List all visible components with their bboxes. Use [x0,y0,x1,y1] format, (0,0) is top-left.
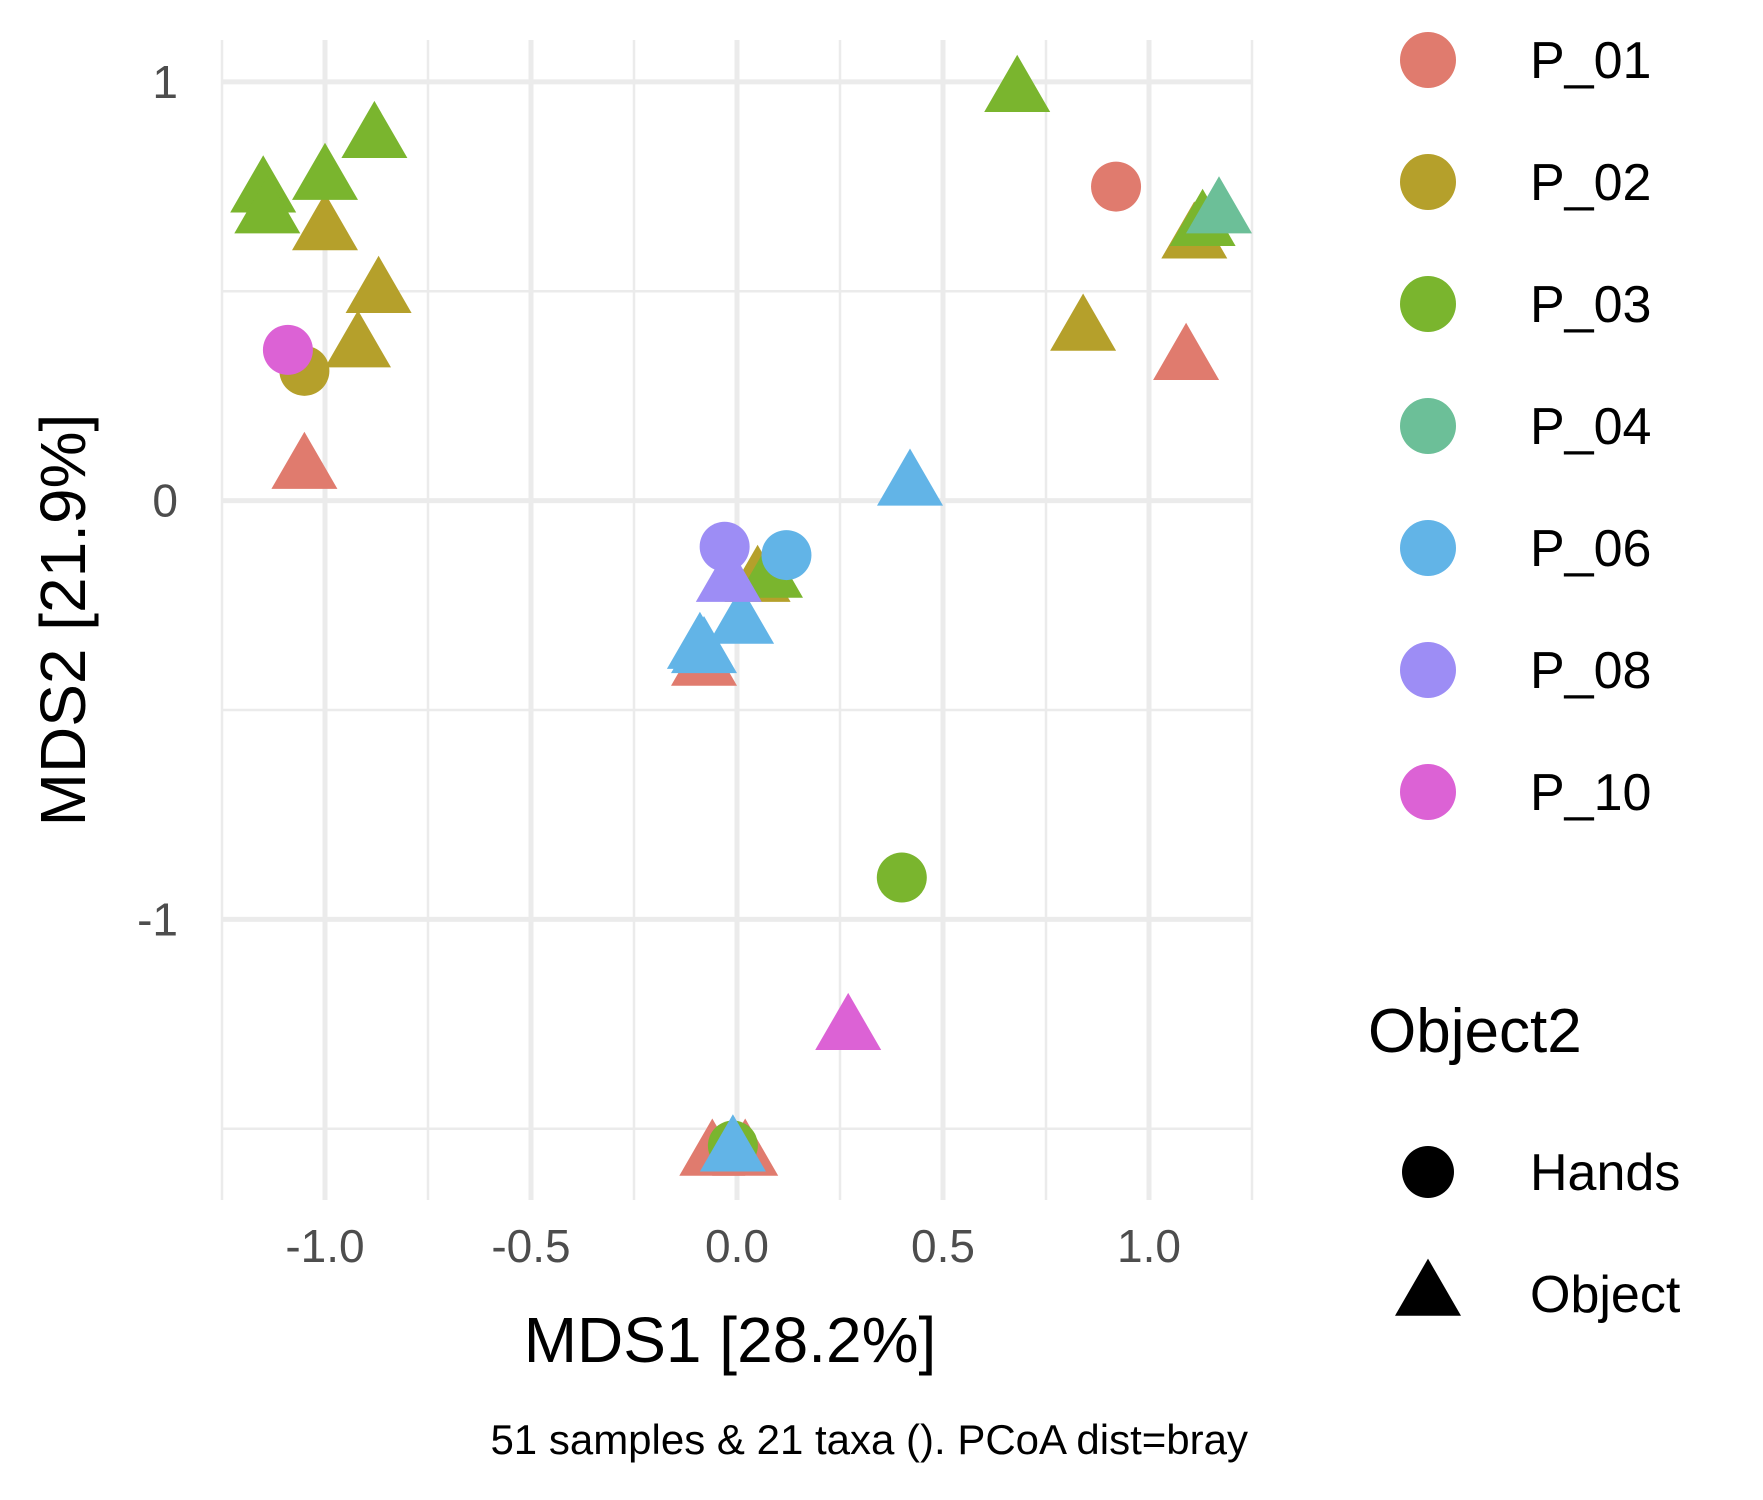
x-tick-label: 0.5 [911,1220,975,1272]
legend-label-p08: P_08 [1530,642,1651,700]
legend-key-p08 [1400,642,1456,698]
grid [220,40,1254,1200]
legend-label-hands: Hands [1530,1144,1680,1202]
data-point-p01-hands [1091,161,1142,212]
data-point-p03-object [341,100,408,158]
y-axis-ticks: 1 0 -1 [137,56,178,946]
legend-key-p06 [1400,520,1456,576]
data-point-p02-object [292,193,358,251]
legend-label-p06: P_06 [1530,520,1651,578]
data-point-p06-object [877,448,943,506]
data-point-p04-object [1186,176,1252,234]
y-tick-label: 0 [152,475,178,527]
legend-label-p01: P_01 [1530,32,1651,90]
legend-key-hands-circle [1402,1146,1454,1198]
data-point-p10-object [815,992,882,1050]
data-point-p03-object [234,176,301,234]
legend-key-p01 [1400,32,1456,88]
color-legend: P_01 P_02 P_03 P_04 P_06 P_08 P_10 [1400,32,1651,822]
data-point-p06-hands [761,530,812,581]
legend-key-p04 [1400,398,1456,454]
x-tick-label: 0.0 [705,1220,769,1272]
legend-label-p10: P_10 [1530,764,1651,822]
legend-label-p02: P_02 [1530,154,1651,212]
data-point-p03-object [984,54,1051,112]
data-point-p02-object [325,310,391,368]
data-point-p02-object [345,255,412,313]
legend-label-p03: P_03 [1530,276,1651,334]
data-point-p02-object [1050,293,1117,351]
legend-key-object-triangle [1395,1258,1461,1316]
shape-legend: Hands Object [1395,1144,1681,1324]
x-tick-label: -0.5 [491,1220,570,1272]
data-point-p08-object [695,544,762,602]
x-axis-ticks: -1.0 -0.5 0.0 0.5 1.0 [285,1220,1181,1272]
y-axis-title: MDS2 [21.9%] [27,414,99,827]
data-point-p06-object [699,1114,766,1172]
data-point-p01-object [1153,322,1220,380]
x-tick-label: 1.0 [1117,1220,1181,1272]
data-point-p10-hands [262,324,313,375]
data-point-p03-object [292,142,358,200]
legend-key-p10 [1400,764,1456,820]
legend-label-p04: P_04 [1530,398,1651,456]
data-point-p03-hands [876,852,927,903]
legend-key-p02 [1400,154,1456,210]
y-tick-label: 1 [152,56,178,108]
data-point-p06-object [671,616,737,674]
y-tick-label: -1 [137,893,178,945]
chart-caption: 51 samples & 21 taxa (). PCoA dist=bray [490,1416,1248,1463]
x-tick-label: -1.0 [285,1220,364,1272]
legend-key-p03 [1400,276,1456,332]
data-points [230,54,1252,1176]
data-point-p01-object [271,431,338,489]
data-point-p08-hands [699,521,750,572]
legend-label-object: Object [1530,1266,1681,1324]
data-point-p06-object [708,586,775,644]
shape-legend-title: Object2 [1368,997,1582,1066]
x-axis-title: MDS1 [28.2%] [524,1304,937,1376]
